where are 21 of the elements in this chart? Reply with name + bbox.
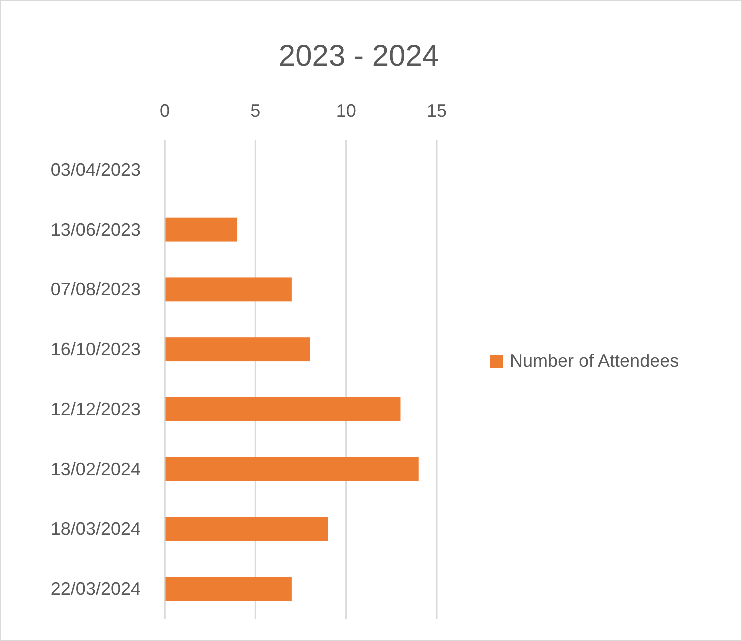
legend-label: Number of Attendees [510,351,680,371]
bar [165,457,419,482]
y-tick-label: 16/10/2023 [50,340,141,360]
y-tick-label: 13/02/2024 [50,459,141,480]
x-tick-label: 0 [160,101,170,121]
y-tick-label: 13/06/2023 [50,220,141,240]
y-tick-label: 18/03/2024 [50,519,141,540]
bar [165,397,401,422]
x-tick-label: 5 [250,101,261,121]
y-tick-label: 22/03/2024 [50,579,141,600]
x-tick-label: 10 [336,101,356,121]
chart-title: 2023 - 2024 [278,40,440,73]
x-tick-label: 15 [426,101,448,121]
bar [165,577,292,602]
y-tick-label: 03/04/2023 [50,160,141,180]
y-tick-label: 07/08/2023 [50,280,141,300]
bar [165,517,328,542]
bar [165,218,238,242]
bar [165,338,310,362]
y-tick-label: 12/12/2023 [50,399,141,420]
bar [165,278,292,302]
